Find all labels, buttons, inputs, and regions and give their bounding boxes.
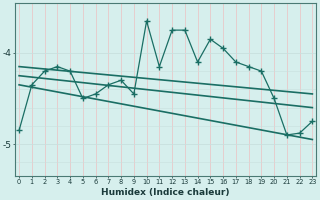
X-axis label: Humidex (Indice chaleur): Humidex (Indice chaleur) <box>101 188 230 197</box>
